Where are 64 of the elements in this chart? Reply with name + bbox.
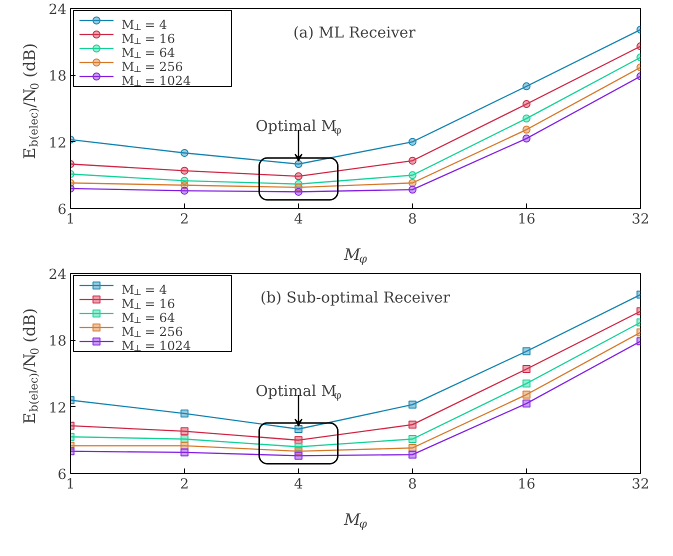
legend-label: M⊥ = 16 (122, 296, 176, 312)
point (522, 347, 530, 356)
point (408, 400, 416, 409)
x-tick-label: 16 (518, 476, 536, 492)
x-tick-label: 8 (408, 212, 417, 228)
x-tick-label: 8 (408, 476, 417, 492)
y-axis-title: Eb(elec)/N0 (dB) (20, 308, 42, 424)
point (180, 186, 188, 195)
point (408, 420, 416, 429)
point (522, 390, 530, 399)
legend-label: M⊥ = 256 (122, 324, 184, 340)
point (408, 435, 416, 444)
text: (b) Sub-optimal Receiver (260, 288, 451, 306)
x-tick-label: 4 (294, 212, 304, 228)
legend-label: M⊥ = 4 (122, 17, 168, 33)
x-tick-label: 2 (180, 212, 189, 228)
y-tick-label: 12 (48, 400, 67, 416)
point (294, 452, 302, 460)
legend-label: M⊥ = 1024 (122, 338, 192, 354)
x-tick-label: 32 (632, 476, 650, 492)
legend-label: M⊥ = 16 (122, 31, 176, 47)
legend-label: M⊥ = 64 (122, 45, 176, 61)
point (522, 400, 530, 408)
x-tick-label: 4 (294, 476, 304, 492)
x-tick-label: 32 (632, 212, 650, 228)
y-tick-label: 6 (58, 202, 67, 218)
x-tick-label: 16 (518, 212, 536, 228)
point (522, 114, 530, 122)
y-tick-label: 18 (48, 334, 67, 350)
point (180, 148, 188, 157)
y-tick-label: 24 (48, 2, 67, 18)
point (180, 166, 188, 175)
x-tick-label: 1 (66, 212, 75, 228)
point (294, 425, 302, 434)
y-axis-title: Eb(elec)/N0 (dB) (20, 43, 42, 160)
y-tick-label: 24 (48, 267, 67, 283)
x-tick-label: 2 (180, 476, 189, 492)
point (180, 427, 188, 436)
point (180, 410, 188, 418)
point (294, 160, 302, 168)
x-tick-label: 1 (66, 476, 75, 492)
y-tick-label: 12 (48, 135, 67, 152)
point (294, 172, 302, 180)
point (408, 450, 416, 459)
legend-label: M⊥ = 1024 (122, 73, 192, 89)
legend-label: M⊥ = 64 (122, 310, 176, 326)
text: (a) ML Receiver (293, 24, 416, 42)
point (522, 365, 530, 374)
y-tick-label: 18 (48, 68, 67, 85)
point (294, 188, 302, 196)
point (522, 380, 530, 388)
point (408, 186, 416, 194)
point (522, 126, 530, 134)
point (408, 138, 416, 146)
point (522, 100, 530, 108)
point (522, 82, 530, 90)
legend-label: M⊥ = 256 (122, 59, 184, 75)
point (522, 134, 530, 142)
point (408, 171, 416, 180)
legend-label: M⊥ = 4 (122, 282, 168, 298)
point (408, 156, 416, 165)
point (180, 448, 188, 456)
y-tick-label: 6 (58, 467, 67, 483)
point (408, 178, 416, 187)
